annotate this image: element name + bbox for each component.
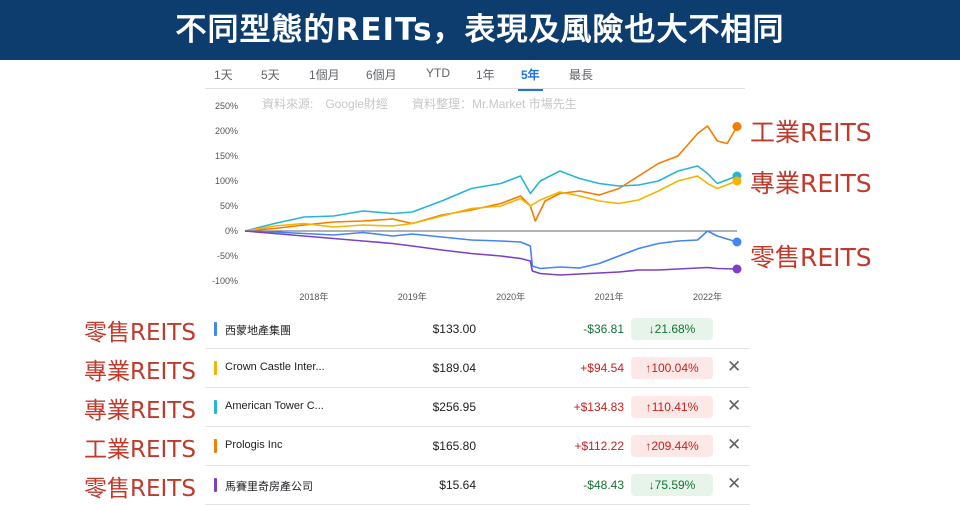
- x-tick-label: 2021年: [595, 291, 624, 302]
- legend-industrial: 工業REITS: [750, 118, 872, 147]
- price-chart: 250% 200% 150% 100% 50% 0% -50% -100% 2018年 2019…: [212, 101, 742, 302]
- series-color-swatch: [214, 439, 217, 453]
- y-tick-label: -100%: [212, 276, 238, 286]
- series-end-dots: [732, 122, 742, 274]
- series-line-3: [244, 230, 738, 270]
- table-row[interactable]: American Tower C... $256.95 +$134.83 ↑110.4…: [205, 388, 750, 427]
- series-end-dot-3: [732, 237, 742, 247]
- price-change: +$94.54: [580, 361, 624, 375]
- x-axis-ticks: 2018年 2019年 2020年 2021年 2022年: [299, 291, 722, 302]
- tab-1y[interactable]: 1年: [476, 68, 495, 82]
- x-tick-label: 2020年: [496, 291, 525, 302]
- tab-1d[interactable]: 1天: [214, 68, 233, 82]
- x-tick-label: 2018年: [299, 291, 328, 302]
- series-line-4: [244, 230, 738, 276]
- tab-1m[interactable]: 1個月: [309, 68, 340, 82]
- banner-title: 不同型態的REITs，表現及風險也大不相同: [0, 0, 960, 60]
- percent-change-badge: ↓21.68%: [631, 318, 713, 340]
- stock-name: 馬賽里奇房產公司: [225, 481, 313, 493]
- y-tick-label: 250%: [215, 101, 238, 111]
- series-end-dot-2: [732, 176, 742, 186]
- y-tick-label: 50%: [220, 201, 238, 211]
- y-tick-label: 200%: [215, 126, 238, 136]
- stock-name: American Tower C...: [225, 400, 324, 412]
- tabs-divider: [205, 88, 745, 89]
- row-category-label: 工業REITS: [84, 437, 196, 463]
- y-tick-label: 100%: [215, 176, 238, 186]
- x-tick-label: 2022年: [693, 291, 722, 302]
- stock-name: 西蒙地產集團: [225, 325, 291, 337]
- legend-retail: 零售REITS: [750, 243, 872, 272]
- tab-5y[interactable]: 5年: [518, 68, 543, 91]
- percent-change-badge: ↓75.59%: [631, 474, 713, 496]
- price-change: -$48.43: [583, 478, 624, 492]
- tab-5d[interactable]: 5天: [261, 68, 280, 82]
- series-end-dot-4: [732, 264, 742, 274]
- table-row[interactable]: Crown Castle Inter... $189.04 +$94.54 ↑100.…: [205, 349, 750, 388]
- series-color-swatch: [214, 361, 217, 375]
- price-change: -$36.81: [583, 322, 624, 336]
- table-row[interactable]: Prologis Inc $165.80 +$112.22 ↑209.44% ✕: [205, 427, 750, 466]
- y-tick-label: -50%: [217, 251, 238, 261]
- series-line-2: [244, 175, 738, 232]
- stock-price: $165.80: [432, 439, 476, 453]
- row-category-label: 專業REITS: [84, 398, 196, 424]
- close-icon[interactable]: ✕: [727, 435, 742, 454]
- close-icon[interactable]: ✕: [727, 474, 742, 493]
- table-row[interactable]: 西蒙地產集團 $133.00 -$36.81 ↓21.68%: [205, 310, 750, 349]
- series-line-1: [244, 165, 738, 232]
- series-end-dot-0: [732, 122, 742, 131]
- close-icon[interactable]: ✕: [727, 396, 742, 415]
- row-category-label: 零售REITS: [84, 320, 196, 346]
- stock-name: Prologis Inc: [225, 439, 283, 451]
- tab-ytd[interactable]: YTD: [426, 66, 450, 80]
- stock-price: $189.04: [432, 361, 476, 375]
- series-lines: [244, 125, 738, 276]
- y-tick-label: 150%: [215, 151, 238, 161]
- stock-price: $256.95: [432, 400, 476, 414]
- price-change: +$112.22: [574, 439, 625, 453]
- series-line-0: [244, 125, 738, 232]
- range-tabs: 1天 5天 1個月 6個月 YTD 1年 5年 最長: [205, 60, 745, 91]
- stock-price: $15.64: [439, 478, 476, 492]
- legend-specialty: 專業REITS: [750, 169, 872, 198]
- percent-change-badge: ↑110.41%: [631, 396, 713, 418]
- table-row[interactable]: 馬賽里奇房產公司 $15.64 -$48.43 ↓75.59% ✕: [205, 466, 750, 505]
- stock-name: Crown Castle Inter...: [225, 361, 325, 373]
- x-tick-label: 2019年: [398, 291, 427, 302]
- tab-6m[interactable]: 6個月: [366, 68, 397, 82]
- series-color-swatch: [214, 400, 217, 414]
- price-change: +$134.83: [573, 400, 624, 414]
- row-category-label: 專業REITS: [84, 359, 196, 385]
- series-color-swatch: [214, 322, 217, 336]
- percent-change-badge: ↑100.04%: [631, 357, 713, 379]
- stock-price: $133.00: [432, 322, 476, 336]
- source-note: 資料來源: Google財經 資料整理：Mr.Market 市場先生: [262, 97, 577, 111]
- tab-max[interactable]: 最長: [569, 68, 594, 82]
- y-axis-ticks: 250% 200% 150% 100% 50% 0% -50% -100%: [212, 101, 238, 286]
- series-color-swatch: [214, 478, 217, 492]
- close-icon[interactable]: ✕: [727, 357, 742, 376]
- y-tick-label: 0%: [225, 226, 238, 236]
- row-category-label: 零售REITS: [84, 476, 196, 502]
- percent-change-badge: ↑209.44%: [631, 435, 713, 457]
